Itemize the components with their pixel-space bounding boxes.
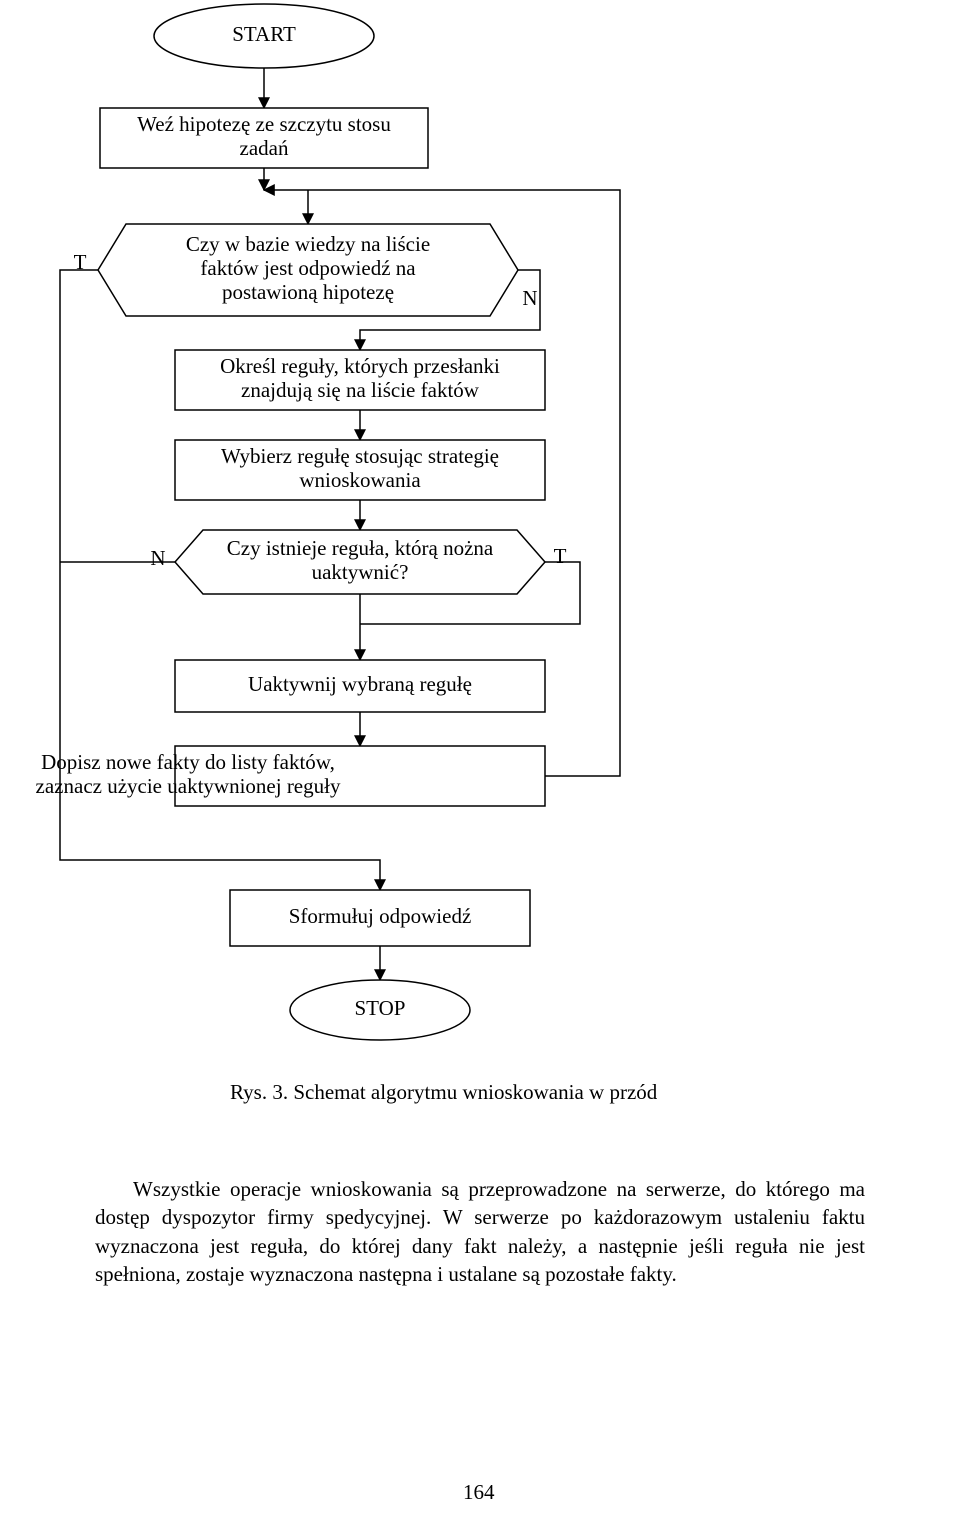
svg-text:Czy istnieje reguła, którą noż: Czy istnieje reguła, którą nożna [227, 536, 494, 560]
svg-text:T: T [554, 544, 567, 568]
svg-text:Sformułuj odpowiedź: Sformułuj odpowiedź [289, 904, 472, 928]
svg-text:START: START [232, 22, 296, 46]
svg-text:Wybierz regułę stosując strate: Wybierz regułę stosując strategię [221, 444, 499, 468]
svg-text:STOP: STOP [355, 996, 406, 1020]
flowchart-svg: START Weź hipotezę ze szczytu stosuzadań C… [0, 0, 960, 1060]
svg-text:T: T [74, 250, 87, 274]
svg-text:znajdują się na liście faktów: znajdują się na liście faktów [241, 378, 480, 402]
svg-text:Czy w bazie wiedzy na liście: Czy w bazie wiedzy na liście [186, 232, 430, 256]
svg-text:N: N [150, 546, 165, 570]
body-paragraph: Wszystkie operacje wnioskowania są przep… [95, 1175, 865, 1288]
page: START Weź hipotezę ze szczytu stosuzadań C… [0, 0, 960, 1515]
figure-caption: Rys. 3. Schemat algorytmu wnioskowania w… [230, 1080, 657, 1105]
svg-text:Weź hipotezę ze szczytu stosu: Weź hipotezę ze szczytu stosu [137, 112, 391, 136]
svg-text:postawioną hipotezę: postawioną hipotezę [222, 280, 394, 304]
svg-text:Określ reguły, których przesła: Określ reguły, których przesłanki [220, 354, 500, 378]
svg-text:faktów jest odpowiedź na: faktów jest odpowiedź na [200, 256, 416, 280]
svg-text:Uaktywnij wybraną regułę: Uaktywnij wybraną regułę [248, 672, 472, 696]
svg-text:wnioskowania: wnioskowania [299, 468, 421, 492]
svg-text:Dopisz nowe fakty do listy fak: Dopisz nowe fakty do listy faktów, [41, 750, 335, 774]
page-number: 164 [463, 1480, 495, 1505]
svg-text:N: N [522, 286, 537, 310]
svg-text:zadań: zadań [240, 136, 289, 160]
svg-text:zaznacz użycie uaktywnionej re: zaznacz użycie uaktywnionej reguły [36, 774, 341, 798]
svg-text:uaktywnić?: uaktywnić? [312, 560, 409, 584]
